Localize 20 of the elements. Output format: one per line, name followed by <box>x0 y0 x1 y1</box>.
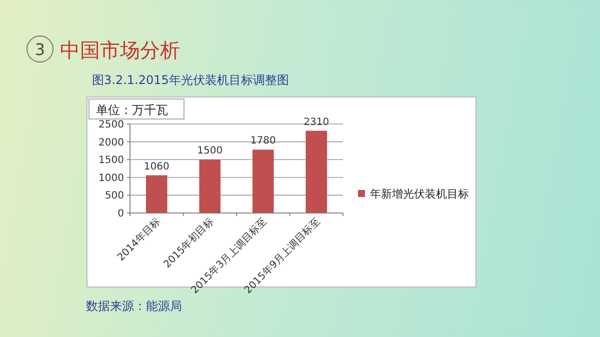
y-tick-label: 500 <box>104 190 124 202</box>
source-note: 数据来源：能源局 <box>86 299 182 313</box>
y-tick-label: 0 <box>118 208 124 220</box>
y-axis-title: 单位：万千瓦 <box>96 103 168 117</box>
data-label: 1500 <box>197 146 223 157</box>
bar <box>199 160 221 213</box>
data-label: 2310 <box>304 116 330 128</box>
chart-subtitle: 图3.2.1.2015年光伏装机目标调整图 <box>92 73 289 87</box>
y-tick-label: 2000 <box>98 137 124 148</box>
bar <box>146 175 168 213</box>
bar <box>306 130 328 213</box>
data-label: 1060 <box>144 161 170 172</box>
bar <box>252 150 274 213</box>
text: 3 <box>34 40 46 59</box>
data-label: 1780 <box>250 136 276 147</box>
y-tick-label: 1000 <box>98 172 124 184</box>
legend-label: 年新增光伏装机目标 <box>370 188 469 200</box>
y-tick-label: 2500 <box>98 120 124 130</box>
y-tick-label: 1500 <box>98 155 124 166</box>
chart-title: 中国市场分析 <box>60 38 180 62</box>
